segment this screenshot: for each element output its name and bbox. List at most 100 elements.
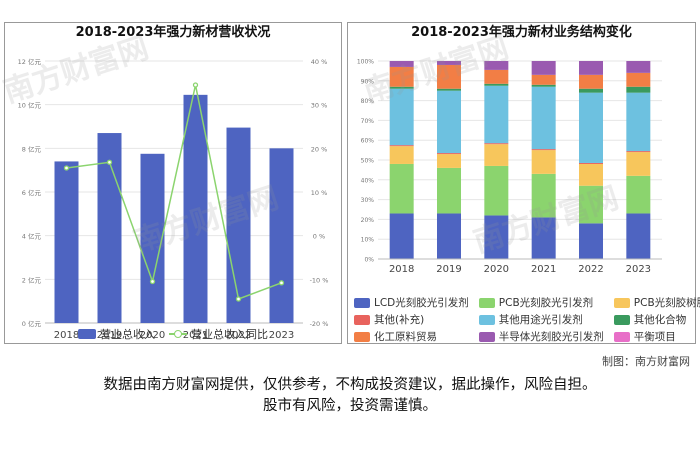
credit-text: 制图：南方财富网 bbox=[602, 355, 690, 368]
stacked-segment bbox=[389, 213, 414, 259]
stacked-segment bbox=[531, 149, 556, 151]
revenue-bar bbox=[183, 94, 208, 323]
stacked-segment bbox=[626, 152, 651, 176]
right-chart-legend: LCD光刻胶光引发剂 PCB光刻胶光引发剂 PCB光刻胶树脂其他(补充) 其他用途光引… bbox=[354, 295, 700, 344]
stacked-segment bbox=[626, 175, 651, 214]
stacked-segment bbox=[484, 61, 509, 70]
stacked-segment bbox=[437, 153, 461, 155]
y-tick-label: 50% bbox=[361, 158, 375, 165]
stacked-segment bbox=[626, 151, 651, 153]
legend-swatch bbox=[354, 297, 370, 308]
stacked-segment bbox=[531, 150, 556, 174]
stacked-segment bbox=[626, 92, 651, 152]
legend-label: 其他化合物 bbox=[633, 314, 687, 326]
y-right-tick-label: 40 % bbox=[311, 58, 328, 66]
legend-item[interactable]: 平衡项目 bbox=[613, 329, 700, 344]
x-tick-label: 2019 bbox=[97, 330, 122, 341]
revenue-bar bbox=[269, 148, 294, 323]
x-tick-label: 2018 bbox=[389, 264, 414, 275]
y-tick-label: 100% bbox=[357, 59, 374, 66]
stacked-segment bbox=[484, 85, 509, 144]
x-tick-label: 2022 bbox=[578, 264, 603, 275]
y-left-tick-label: 10 亿元 bbox=[18, 101, 42, 110]
x-tick-label: 2021 bbox=[531, 264, 556, 275]
legend-item[interactable]: 半导体光刻胶光引发剂 bbox=[478, 329, 604, 344]
x-tick-label: 2020 bbox=[140, 330, 165, 341]
legend-label-revenue: 营业总收入 bbox=[100, 328, 155, 341]
stacked-segment bbox=[579, 162, 603, 164]
y-left-tick-label: 4 亿元 bbox=[22, 232, 42, 241]
legend-item[interactable]: 其他用途光引发剂 bbox=[478, 312, 604, 327]
stacked-segment bbox=[484, 165, 509, 216]
legend-label: 其他(补充) bbox=[374, 314, 425, 326]
legend-swatch bbox=[478, 297, 495, 308]
stacked-segment bbox=[579, 88, 603, 93]
structure-chart-panel: 2018-2023年强力新材业务结构变化 0% 10% 20% 30% 40% 50% 60… bbox=[347, 22, 700, 344]
stacked-segment bbox=[389, 146, 414, 164]
legend-item-revenue[interactable]: 营业总收入 bbox=[78, 326, 155, 342]
stacked-segment bbox=[579, 223, 603, 259]
y-tick-label: 20% bbox=[361, 217, 375, 224]
stacked-segment bbox=[579, 92, 603, 163]
legend-item[interactable]: PCB光刻胶树脂 bbox=[613, 295, 700, 310]
legend-label: PCB光刻胶光引发剂 bbox=[498, 297, 594, 309]
legend-swatch bbox=[613, 297, 630, 308]
stacked-segment bbox=[626, 86, 651, 93]
stacked-segment bbox=[389, 61, 414, 67]
revenue-bar bbox=[140, 153, 165, 323]
stacked-segment bbox=[531, 74, 556, 85]
disclaimer-line-1: 数据由南方财富网提供，仅供参考，不构成投资建议，据此操作，风险自担。 bbox=[103, 377, 597, 393]
disclaimer-line-2: 股市有风险，投资需谨慎。 bbox=[263, 398, 437, 414]
stacked-segment bbox=[437, 61, 461, 65]
disclaimer: 数据由南方财富网提供，仅供参考，不构成投资建议，据此操作，风险自担。 股市有风险… bbox=[0, 375, 700, 417]
legend-item[interactable]: 其他(补充) bbox=[354, 312, 469, 327]
revenue-chart-svg: 0 亿元 2 亿元 4 亿元 6 亿元 8 亿元 10 亿元 12 亿元 -20 % -10 %… bbox=[18, 57, 329, 341]
stacked-segment bbox=[531, 86, 556, 150]
y-tick-label: 40% bbox=[361, 177, 375, 184]
legend-item[interactable]: LCD光刻胶光引发剂 bbox=[354, 295, 469, 310]
y-left-tick-label: 2 亿元 bbox=[22, 275, 42, 284]
legend-swatch bbox=[354, 331, 370, 342]
legend-swatch-revenue bbox=[78, 329, 96, 339]
stacked-segment bbox=[531, 217, 556, 259]
stacked-segment bbox=[389, 66, 414, 87]
yoy-point bbox=[192, 82, 199, 88]
stacked-segment bbox=[579, 74, 603, 89]
stacked-segment bbox=[437, 64, 461, 89]
legend-swatch bbox=[613, 331, 630, 342]
stacked-segment bbox=[437, 90, 461, 154]
y-tick-label: 60% bbox=[361, 138, 375, 145]
legend-item[interactable]: PCB光刻胶光引发剂 bbox=[478, 295, 604, 310]
stacked-segment bbox=[579, 185, 603, 224]
y-tick-label: 30% bbox=[361, 197, 375, 204]
legend-swatch bbox=[478, 314, 495, 325]
legend-item[interactable]: 其他化合物 bbox=[613, 312, 700, 327]
legend-swatch bbox=[478, 331, 495, 342]
x-tick-label: 2019 bbox=[436, 264, 461, 275]
stacked-segment bbox=[579, 61, 603, 75]
stacked-segment bbox=[579, 163, 603, 186]
y-tick-label: 70% bbox=[361, 118, 375, 125]
stacked-segment bbox=[389, 163, 414, 214]
stacked-segment bbox=[484, 215, 509, 259]
structure-chart-svg: 0% 10% 20% 30% 40% 50% 60% 70% 80% 90% 100% 2018 201… bbox=[357, 59, 662, 275]
y-right-tick-label: -20 % bbox=[310, 320, 329, 328]
revenue-bar bbox=[226, 127, 251, 323]
legend-swatch bbox=[354, 314, 370, 325]
revenue-chart-panel: 2018-2023年强力新材营收状况 0 亿元 2 亿元 4 亿元 6 亿元 8 亿元 1… bbox=[4, 22, 342, 344]
stacked-segment bbox=[389, 86, 414, 89]
y-right-tick-label: 0 % bbox=[313, 233, 325, 241]
legend-item[interactable]: 化工原料贸易 bbox=[354, 329, 469, 344]
legend-item-yoy[interactable]: 营业总收入同比 bbox=[169, 326, 268, 342]
y-tick-label: 90% bbox=[361, 78, 375, 85]
stacked-segment bbox=[437, 154, 461, 168]
y-right-tick-label: 20 % bbox=[311, 145, 328, 153]
yoy-point bbox=[235, 296, 242, 302]
stacked-segment bbox=[484, 83, 509, 86]
stacked-segment bbox=[437, 88, 461, 91]
stacked-segment bbox=[484, 143, 509, 145]
left-chart-title: 2018-2023年强力新材营收状况 bbox=[75, 25, 271, 40]
stacked-segment bbox=[531, 84, 556, 87]
y-left-tick-label: 6 亿元 bbox=[22, 188, 42, 197]
y-tick-label: 0% bbox=[364, 257, 374, 264]
